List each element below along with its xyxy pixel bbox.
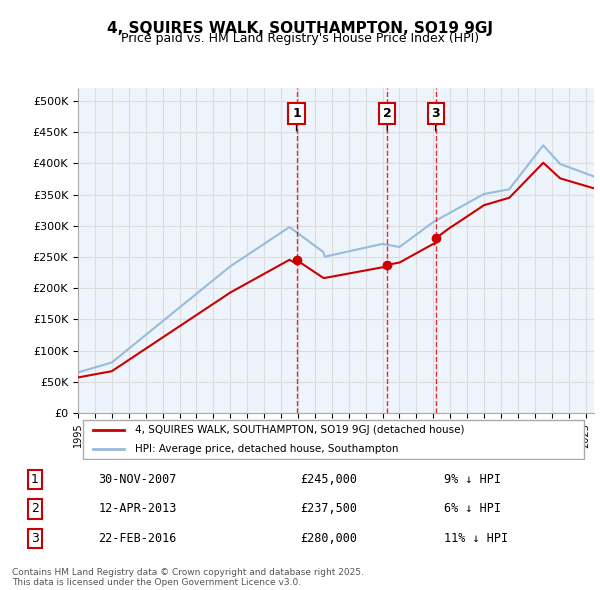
Text: 3: 3 [431,107,440,120]
Text: 30-NOV-2007: 30-NOV-2007 [98,473,177,486]
Text: Price paid vs. HM Land Registry's House Price Index (HPI): Price paid vs. HM Land Registry's House … [121,32,479,45]
Text: 2: 2 [31,502,39,516]
Text: £280,000: £280,000 [300,532,357,545]
Text: 12-APR-2013: 12-APR-2013 [98,502,177,516]
Text: 1: 1 [292,107,301,120]
Text: £245,000: £245,000 [300,473,357,486]
Text: Contains HM Land Registry data © Crown copyright and database right 2025.
This d: Contains HM Land Registry data © Crown c… [12,568,364,587]
Text: £237,500: £237,500 [300,502,357,516]
Text: 22-FEB-2016: 22-FEB-2016 [98,532,177,545]
Text: 3: 3 [31,532,39,545]
Text: 11% ↓ HPI: 11% ↓ HPI [444,532,508,545]
Text: 2: 2 [383,107,392,120]
FancyBboxPatch shape [83,419,584,460]
Text: 6% ↓ HPI: 6% ↓ HPI [444,502,501,516]
Text: 9% ↓ HPI: 9% ↓ HPI [444,473,501,486]
Text: HPI: Average price, detached house, Southampton: HPI: Average price, detached house, Sout… [135,444,398,454]
Text: 1: 1 [31,473,39,486]
Text: 4, SQUIRES WALK, SOUTHAMPTON, SO19 9GJ (detached house): 4, SQUIRES WALK, SOUTHAMPTON, SO19 9GJ (… [135,425,464,435]
Text: 4, SQUIRES WALK, SOUTHAMPTON, SO19 9GJ: 4, SQUIRES WALK, SOUTHAMPTON, SO19 9GJ [107,21,493,35]
